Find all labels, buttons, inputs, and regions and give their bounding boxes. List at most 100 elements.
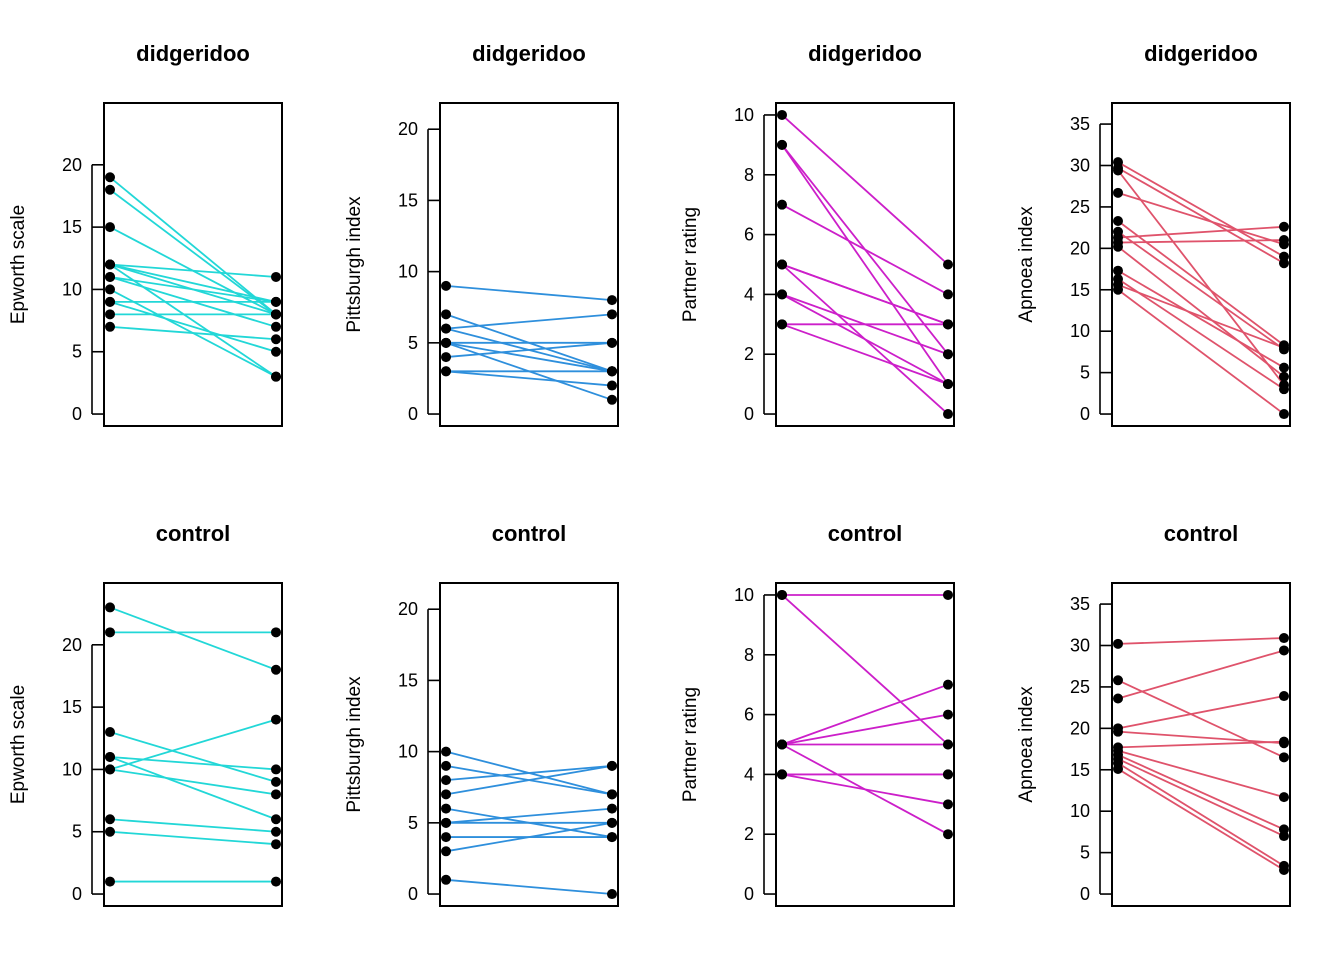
y-tick-label: 15 xyxy=(62,697,82,717)
y-tick-label: 5 xyxy=(408,333,418,353)
pair-line xyxy=(1117,245,1285,378)
point-before xyxy=(1113,216,1123,227)
pair-line xyxy=(781,594,949,746)
panel-title: didgeridoo xyxy=(1144,41,1258,66)
point-before xyxy=(105,296,115,307)
point-after xyxy=(271,764,281,775)
point-after xyxy=(1279,342,1289,353)
y-tick-label: 0 xyxy=(72,404,82,424)
y-tick-label: 2 xyxy=(744,344,754,364)
pair-line xyxy=(109,768,277,796)
point-before xyxy=(105,184,115,195)
point-after xyxy=(943,259,953,270)
y-axis-label: Epworth scale xyxy=(8,685,29,804)
pair-line xyxy=(109,830,277,846)
plot-frame xyxy=(1111,102,1291,427)
point-after xyxy=(607,760,617,771)
point-after xyxy=(271,789,281,800)
point-after xyxy=(271,627,281,638)
y-tick-label: 2 xyxy=(744,824,754,844)
y-axis-label: Apnoea index xyxy=(1016,686,1037,803)
pair-line xyxy=(781,263,949,326)
y-tick-label: 15 xyxy=(1070,280,1090,300)
point-after xyxy=(943,739,953,750)
y-tick-label: 10 xyxy=(398,742,418,762)
pair-line xyxy=(781,144,949,385)
panel-title: didgeridoo xyxy=(472,41,586,66)
point-after xyxy=(943,349,953,360)
y-tick-label: 5 xyxy=(72,342,82,362)
point-before xyxy=(777,109,787,120)
point-before xyxy=(441,337,451,348)
point-after xyxy=(271,776,281,787)
pair-line xyxy=(1117,730,1285,745)
pair-line xyxy=(109,325,277,341)
point-after xyxy=(943,319,953,330)
point-before xyxy=(777,319,787,330)
pair-line xyxy=(1117,167,1285,265)
point-before xyxy=(105,172,115,183)
plot-frame xyxy=(103,582,283,907)
point-before xyxy=(105,259,115,270)
pair-line xyxy=(445,341,613,358)
y-tick-label: 4 xyxy=(744,764,754,784)
pair-line xyxy=(1117,768,1285,871)
y-tick-label: 35 xyxy=(1070,594,1090,614)
pair-line xyxy=(1117,225,1285,239)
point-after xyxy=(1279,645,1289,656)
pair-line xyxy=(781,713,949,746)
panel-title: control xyxy=(156,521,231,546)
point-after xyxy=(943,379,953,390)
point-after xyxy=(271,296,281,307)
point-before xyxy=(777,259,787,270)
y-tick-label: 15 xyxy=(62,217,82,237)
y-tick-label: 0 xyxy=(72,884,82,904)
y-axis-label: Pittsburgh index xyxy=(344,196,365,333)
point-before xyxy=(1113,726,1123,737)
pair-line xyxy=(109,301,277,353)
point-after xyxy=(607,889,617,900)
y-tick-label: 5 xyxy=(408,813,418,833)
point-after xyxy=(271,714,281,725)
y-tick-label: 0 xyxy=(408,884,418,904)
pair-line xyxy=(109,606,277,671)
point-before xyxy=(1113,241,1123,252)
point-after xyxy=(607,803,617,814)
point-before xyxy=(441,832,451,843)
pair-line xyxy=(1117,758,1285,837)
pair-line xyxy=(1117,269,1285,369)
y-tick-label: 20 xyxy=(1070,718,1090,738)
pair-line xyxy=(109,718,277,771)
y-tick-label: 15 xyxy=(398,670,418,690)
pair-line xyxy=(1117,762,1285,867)
pair-line xyxy=(781,773,949,806)
point-before xyxy=(441,280,451,291)
pair-line xyxy=(781,323,949,385)
point-after xyxy=(271,814,281,825)
point-after xyxy=(607,295,617,306)
y-tick-label: 0 xyxy=(744,884,754,904)
point-after xyxy=(271,839,281,850)
point-before xyxy=(1113,693,1123,704)
point-after xyxy=(607,380,617,391)
panel-title: didgeridoo xyxy=(808,41,922,66)
point-before xyxy=(777,589,787,600)
point-before xyxy=(441,846,451,857)
pair-line xyxy=(781,683,949,746)
pair-line xyxy=(445,341,613,373)
point-after xyxy=(607,366,617,377)
plot-frame xyxy=(103,102,283,427)
pair-line xyxy=(445,370,613,387)
y-tick-label: 0 xyxy=(1080,404,1090,424)
point-after xyxy=(607,394,617,405)
point-after xyxy=(943,589,953,600)
point-before xyxy=(1113,265,1123,276)
panel-title: didgeridoo xyxy=(136,41,250,66)
y-tick-label: 6 xyxy=(744,705,754,725)
pair-line xyxy=(109,731,277,783)
point-after xyxy=(1279,691,1289,702)
y-tick-label: 10 xyxy=(1070,321,1090,341)
y-tick-label: 10 xyxy=(62,279,82,299)
panel-title: control xyxy=(1164,521,1239,546)
